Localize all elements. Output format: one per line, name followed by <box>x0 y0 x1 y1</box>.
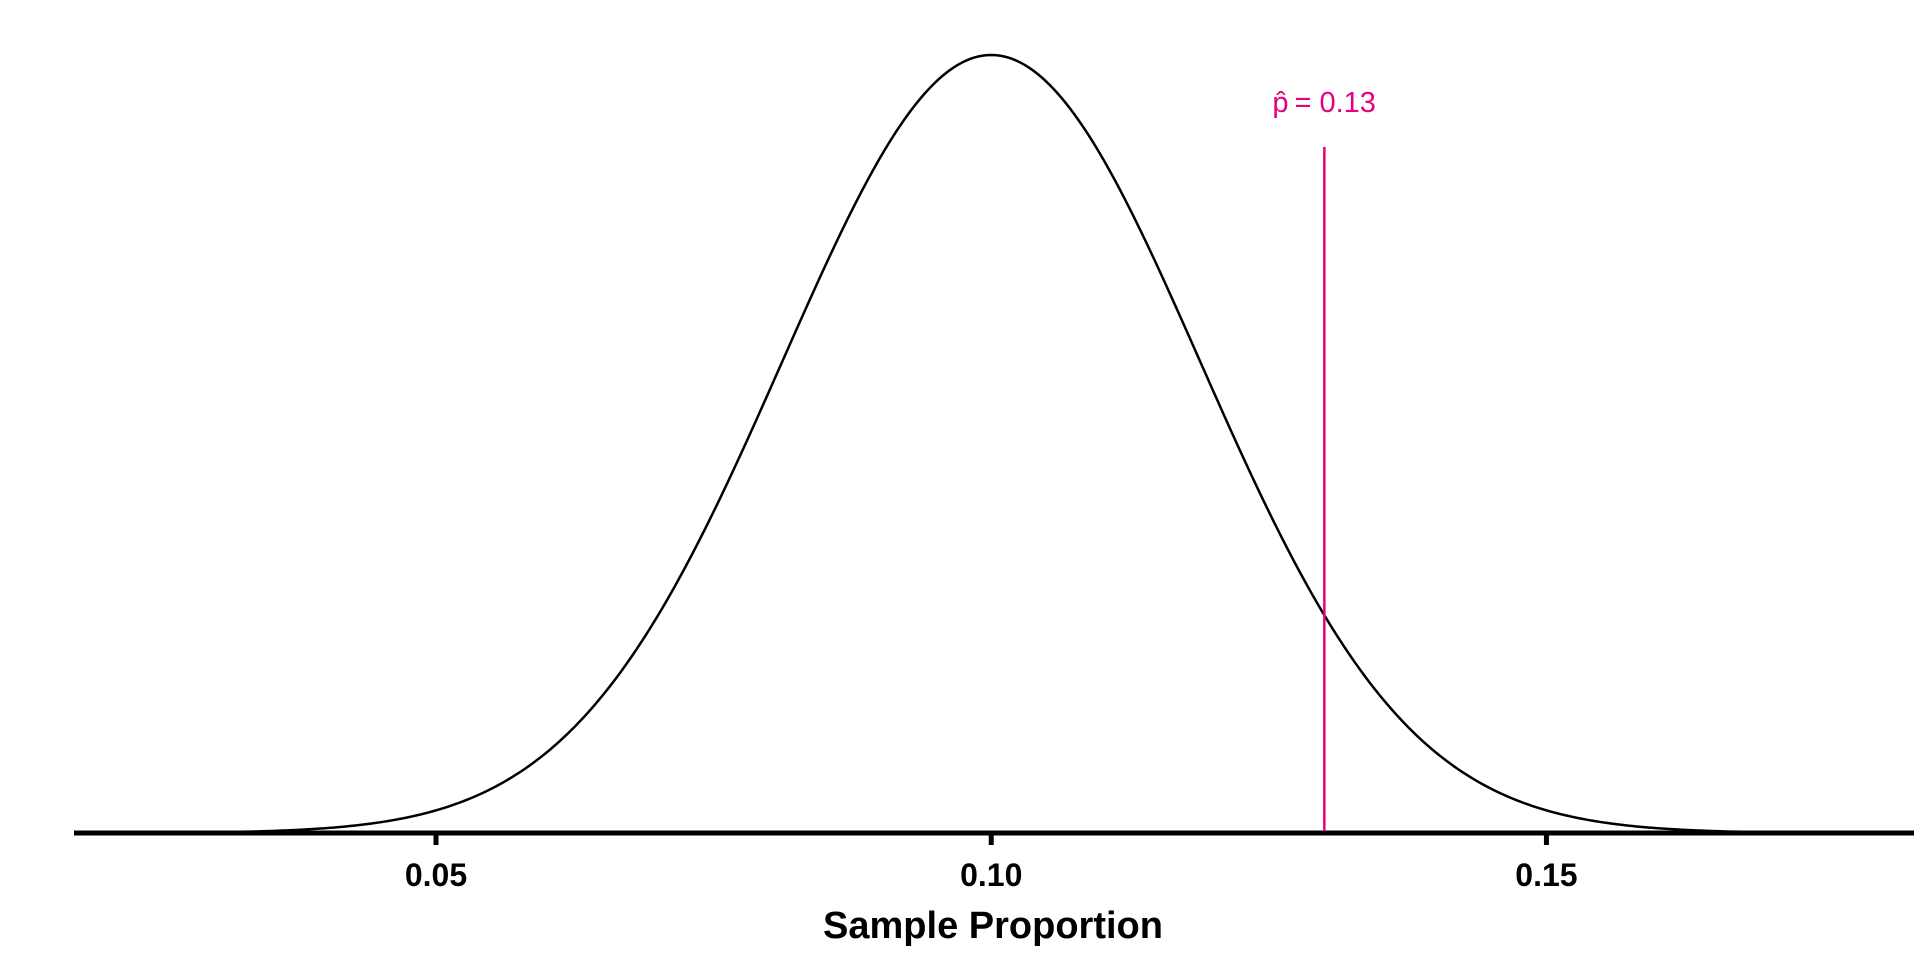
x-tick-label-0: 0.05 <box>405 857 467 893</box>
density-curve-0 <box>158 53 1825 834</box>
p-hat-marker-label: p̂ = 0.13 <box>1272 87 1376 119</box>
x-axis: 0.05 0.10 0.15 <box>74 830 1914 893</box>
plot-layer <box>158 53 1825 834</box>
p-hat-value: = 0.13 <box>1294 87 1375 119</box>
p-hat-symbol: p̂ <box>1272 87 1288 119</box>
x-tick-label-2: 0.15 <box>1515 857 1577 893</box>
x-tick-label-1: 0.10 <box>960 857 1022 893</box>
x-axis-title: Sample Proportion <box>823 905 1163 947</box>
annotation-layer: p̂ = 0.13 <box>1272 87 1376 831</box>
